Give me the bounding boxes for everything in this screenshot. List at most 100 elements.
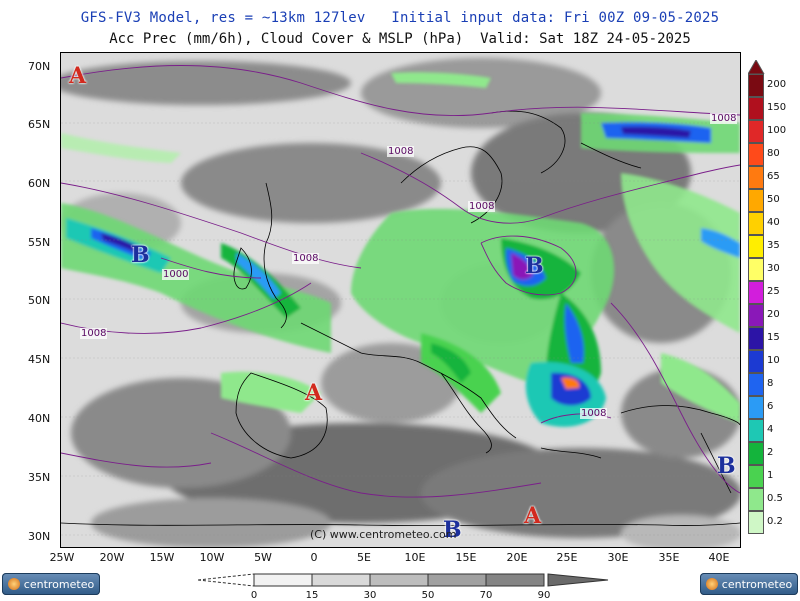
cloud-legend-arrow-left (197, 573, 255, 587)
graticule (61, 122, 740, 536)
precip-legend-label: 8 (767, 378, 774, 389)
lon-label-40e: 40E (708, 551, 730, 564)
precip-legend-cell (748, 350, 764, 373)
lon-label-25e: 25E (556, 551, 578, 564)
isobar-label-5: 1008 (292, 253, 320, 264)
isobar-label-4: 1000 (162, 269, 190, 280)
cloud-legend-label: 90 (537, 590, 551, 601)
precip-legend-cell (748, 166, 764, 189)
precip-legend: 200 150 100 80 65 50 40 35 30 25 20 15 10 8 6 4 2 1 0.5 0.2 (748, 60, 800, 534)
precip-legend-cell (748, 442, 764, 465)
precip-legend-cell (748, 212, 764, 235)
cloud-legend-label: 15 (305, 590, 319, 601)
precip-legend-label: 65 (767, 171, 780, 182)
globe-icon (705, 578, 718, 590)
logo-left-text: centrometeo (23, 577, 95, 591)
lat-label-70n: 70N (28, 60, 51, 73)
precip-legend-label: 80 (767, 148, 780, 159)
precip-legend-label: 50 (767, 194, 780, 205)
precip-legend-cell (748, 258, 764, 281)
precip-legend-label: 40 (767, 217, 780, 228)
precip-layer (61, 72, 740, 427)
lon-label-5w: 5W (254, 551, 272, 564)
pressure-center-low-2: B (525, 253, 544, 279)
cloud-legend-cell (369, 573, 429, 587)
precip-legend-cell (748, 465, 764, 488)
cloud-legend-label: 30 (363, 590, 377, 601)
pressure-center-high-2: A (305, 380, 323, 406)
legend-arrow-top (748, 60, 765, 74)
precip-legend-cell (748, 281, 764, 304)
pressure-center-high-1: A (69, 63, 87, 89)
isobar-label-3: 1008 (710, 113, 738, 124)
lat-label-35n: 35N (28, 471, 51, 484)
pressure-center-low-1: B (131, 242, 150, 268)
precip-legend-label: 1 (767, 470, 774, 481)
logo-right-text: centrometeo (721, 577, 793, 591)
lon-label-30e: 30E (607, 551, 629, 564)
precip-legend-cell (748, 120, 764, 143)
isobars (61, 65, 740, 498)
lat-label-30n: 30N (28, 530, 51, 543)
precip-legend-cell (748, 304, 764, 327)
precip-legend-cell (748, 235, 764, 258)
lon-label-35e: 35E (658, 551, 680, 564)
cloud-legend-cell (253, 573, 313, 587)
precip-legend-label: 10 (767, 355, 780, 366)
isobar-label-6: 1008 (80, 328, 108, 339)
isobar-label-1: 1008 (387, 146, 415, 157)
header-line-2: Acc Prec (mm/6h), Cloud Cover & MSLP (hP… (109, 31, 691, 47)
coastlines (61, 110, 740, 526)
precip-legend-label: 150 (767, 102, 787, 113)
globe-icon (7, 578, 20, 590)
cloud-legend-label: 0 (250, 590, 258, 601)
precip-legend-cell (748, 97, 764, 120)
precip-legend-cell (748, 74, 764, 97)
lat-label-55n: 55N (28, 236, 51, 249)
precip-legend-label: 35 (767, 240, 780, 251)
cloud-legend: 0 15 30 50 70 90 (197, 570, 618, 601)
precip-legend-label: 0.5 (767, 493, 783, 504)
lon-label-15e: 15E (455, 551, 477, 564)
precip-legend-label: 0.2 (767, 516, 783, 527)
precip-legend-label: 20 (767, 309, 780, 320)
lat-label-40n: 40N (28, 412, 51, 425)
lon-label-25w: 25W (49, 551, 75, 564)
precip-legend-cell (748, 396, 764, 419)
precip-legend-cell (748, 511, 764, 534)
precip-legend-label: 2 (767, 447, 774, 458)
lon-label-20e: 20E (506, 551, 528, 564)
lat-label-60n: 60N (28, 177, 51, 190)
pressure-center-low-3: B (717, 453, 736, 479)
cloud-legend-label: 50 (421, 590, 435, 601)
precip-legend-cell (748, 143, 764, 166)
lon-label-10w: 10W (199, 551, 225, 564)
logo-right[interactable]: centrometeo (700, 573, 798, 595)
lat-label-65n: 65N (28, 118, 51, 131)
cloud-legend-bar (197, 573, 609, 587)
precip-legend-cell (748, 373, 764, 396)
lon-label-20w: 20W (99, 551, 125, 564)
lat-label-45n: 45N (28, 353, 51, 366)
lat-label-50n: 50N (28, 294, 51, 307)
precip-legend-cell (748, 189, 764, 212)
precip-legend-label: 6 (767, 401, 774, 412)
precip-legend-label: 25 (767, 286, 780, 297)
header-line-1: GFS-FV3 Model, res = ~13km 127lev Initia… (80, 10, 720, 26)
pressure-center-low-4: B (443, 517, 462, 543)
precip-legend-label: 4 (767, 424, 774, 435)
cloud-legend-arrow-right (547, 573, 609, 587)
weather-map: 1008 1008 1008 1000 1008 1008 1008 A B B… (60, 52, 741, 548)
isobar-label-7: 1008 (580, 408, 608, 419)
precip-legend-label: 200 (767, 79, 787, 90)
cloud-legend-label: 70 (479, 590, 493, 601)
lon-label-15w: 15W (149, 551, 175, 564)
precip-legend-cell (748, 488, 764, 511)
precip-legend-label: 100 (767, 125, 787, 136)
cloud-legend-cell (485, 573, 545, 587)
precip-legend-label: 15 (767, 332, 780, 343)
logo-left[interactable]: centrometeo (2, 573, 100, 595)
precip-legend-cell (748, 419, 764, 442)
precip-legend-label: 30 (767, 263, 780, 274)
lon-label-0: 0 (310, 551, 318, 564)
